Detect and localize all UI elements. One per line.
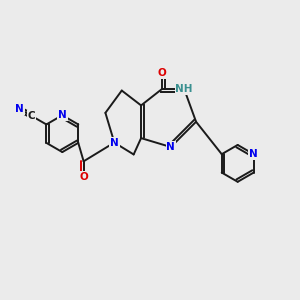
- Text: N: N: [58, 110, 67, 120]
- Text: C: C: [28, 111, 35, 121]
- Text: N: N: [16, 104, 24, 114]
- Text: NH: NH: [176, 84, 193, 94]
- Text: N: N: [167, 142, 175, 152]
- Text: O: O: [79, 172, 88, 182]
- Text: N: N: [249, 149, 258, 159]
- Text: N: N: [110, 138, 119, 148]
- Text: O: O: [158, 68, 166, 78]
